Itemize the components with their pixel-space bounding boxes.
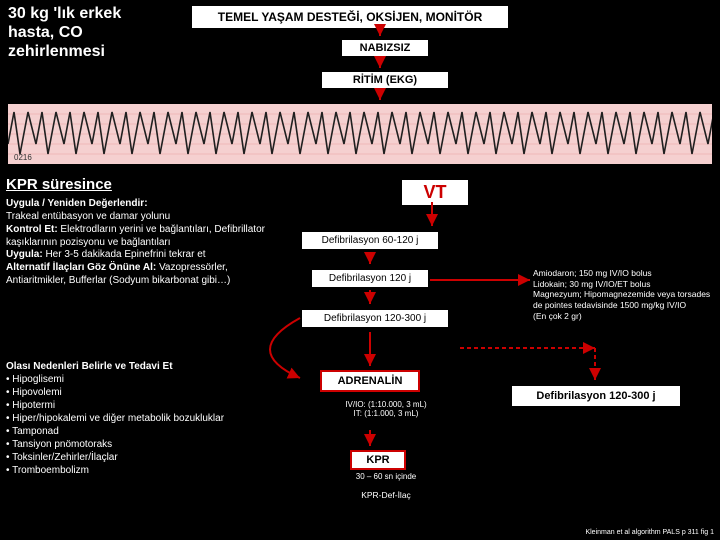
amiodarone-note: Amiodaron; 150 mg IV/IO bolusLidokain; 3… bbox=[533, 268, 713, 321]
ecg-strip: 0216 bbox=[8, 104, 712, 164]
defib-big: Defibrilasyon 120-300 j bbox=[510, 384, 682, 408]
defib-1: Defibrilasyon 60-120 j bbox=[300, 230, 440, 251]
causes-title: Olası Nedenleri Belirle ve Tedavi Et bbox=[6, 361, 173, 372]
defib-3: Defibrilasyon 120-300 j bbox=[300, 308, 450, 329]
kpr-box: KPR bbox=[350, 450, 406, 470]
bls-box: TEMEL YAŞAM DESTEĞİ, OKSİJEN, MONİTÖR bbox=[190, 4, 510, 30]
causes-block: Olası Nedenleri Belirle ve Tedavi Et • H… bbox=[6, 360, 276, 477]
iv-dose: IV/IO: (1:10.000, 3 mL)IT: (1:1.000, 3 m… bbox=[316, 400, 456, 418]
vt-box: VT bbox=[400, 178, 470, 207]
adrenaline-box: ADRENALİN bbox=[320, 370, 420, 392]
rhythm-box: RİTİM (EKG) bbox=[320, 70, 450, 90]
kpr-guidance: KPR süresince Uygula / Yeniden Değerlend… bbox=[6, 175, 276, 288]
defib-2: Defibrilasyon 120 j bbox=[310, 268, 430, 289]
kpr-title: KPR süresince bbox=[6, 175, 276, 194]
svg-text:0216: 0216 bbox=[14, 153, 32, 162]
kpr-body: Uygula / Yeniden Değerlendir:Trakeal ent… bbox=[6, 198, 276, 288]
reference: Kleinman et al algorithm PALS p 311 fig … bbox=[585, 529, 714, 536]
kpr-sub2: KPR-Def-İlaç bbox=[316, 490, 456, 500]
causes-list: • Hipoglisemi• Hipovolemi• Hipotermi• Hi… bbox=[6, 373, 276, 477]
kpr-sub: 30 – 60 sn içinde bbox=[316, 472, 456, 481]
patient-info: 30 kg 'lık erkek hasta, CO zehirlenmesi bbox=[8, 4, 158, 62]
pulseless-box: NABIZSIZ bbox=[340, 38, 430, 58]
